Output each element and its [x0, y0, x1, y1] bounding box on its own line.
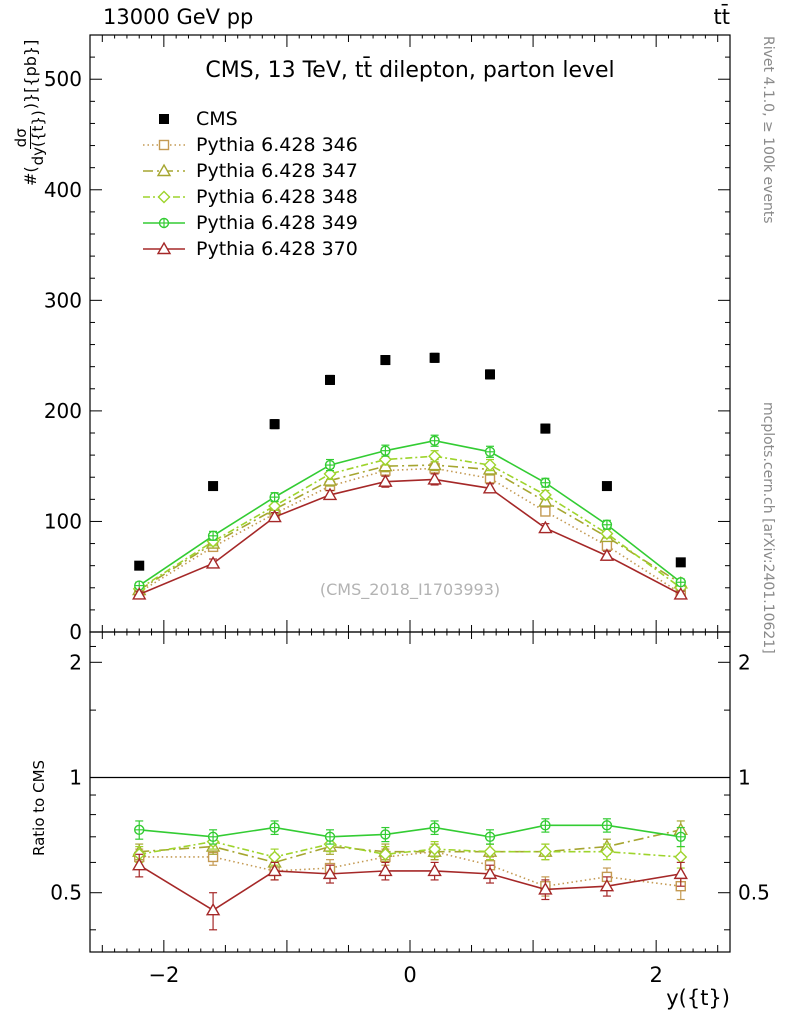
- legend-item-py349: Pythia 6.428 349: [141, 211, 358, 234]
- y-label-fraction: dσ dy({t}): [12, 110, 47, 166]
- legend-item-cms: CMS: [141, 107, 358, 130]
- plot-title: CMS, 13 TeV, tt̄ dilepton, parton level: [205, 58, 615, 83]
- legend-marker-py347: [143, 163, 185, 176]
- svg-text:2: 2: [69, 650, 82, 674]
- ratio-series-py370: [132, 853, 688, 931]
- beam-energy-label: 13000 GeV pp: [103, 5, 254, 29]
- legend-label: Pythia 6.428 347: [196, 159, 358, 182]
- legend: CMS Pythia 6.428 346 Pythia 6.428 347 Pythi…: [141, 107, 358, 260]
- x-axis-label: y({t}): [666, 986, 730, 1010]
- svg-text:100: 100: [44, 509, 82, 533]
- legend-label: Pythia 6.428 370: [196, 237, 358, 260]
- legend-marker-py349: [143, 217, 185, 228]
- legend-marker-py370: [143, 241, 185, 254]
- y-label-prefix: #(: [20, 166, 40, 186]
- svg-text:300: 300: [44, 288, 82, 312]
- svg-text:1: 1: [69, 766, 82, 790]
- svg-text:−2: −2: [148, 963, 179, 987]
- legend-label: CMS: [196, 107, 238, 130]
- legend-item-py348: Pythia 6.428 348: [141, 185, 358, 208]
- legend-marker-cms: [159, 113, 169, 124]
- process-label: tt̄: [713, 5, 730, 29]
- legend-item-py346: Pythia 6.428 346: [141, 133, 358, 156]
- svg-text:0: 0: [69, 620, 82, 644]
- svg-text:400: 400: [44, 178, 82, 202]
- legend-label: Pythia 6.428 346: [196, 133, 358, 156]
- svg-text:2: 2: [738, 650, 751, 674]
- svg-text:2: 2: [649, 963, 662, 987]
- main-series-py349: [134, 434, 686, 591]
- analysis-watermark: (CMS_2018_I1703993): [319, 580, 501, 599]
- ratio-series-py349: [134, 818, 686, 848]
- rivet-version-label: Rivet 4.1.0, ≥ 100k events: [760, 36, 776, 224]
- y-label-suffix: )}[{pb}]: [20, 39, 40, 110]
- svg-text:0.5: 0.5: [50, 881, 82, 905]
- legend-item-py347: Pythia 6.428 347: [141, 159, 358, 182]
- svg-text:0.5: 0.5: [738, 881, 770, 905]
- svg-text:200: 200: [44, 399, 82, 423]
- axes: 0 100 200 300 400 500 0.5 0.5 1 1 2 2 −2 0 2: [44, 34, 770, 987]
- legend-label: Pythia 6.428 349: [196, 211, 358, 234]
- main-series-py370: [132, 472, 688, 600]
- y-label-denominator: dy({t}): [28, 110, 47, 166]
- legend-label: Pythia 6.428 348: [196, 185, 358, 208]
- legend-marker-py346: [143, 139, 185, 150]
- mcplots-reference-label: mcplots.cern.ch [arXiv:2401.10621]: [760, 402, 776, 654]
- svg-text:500: 500: [44, 67, 82, 91]
- legend-item-py370: Pythia 6.428 370: [141, 237, 358, 260]
- main-y-axis-label: #( dσ dy({t}) )}[{pb}]: [12, 39, 47, 186]
- svg-text:1: 1: [738, 766, 751, 790]
- svg-text:0: 0: [403, 963, 416, 987]
- ratio-axis-label: Ratio to CMS: [30, 759, 48, 856]
- legend-marker-py348: [143, 190, 185, 203]
- cms-data-points: [134, 352, 686, 571]
